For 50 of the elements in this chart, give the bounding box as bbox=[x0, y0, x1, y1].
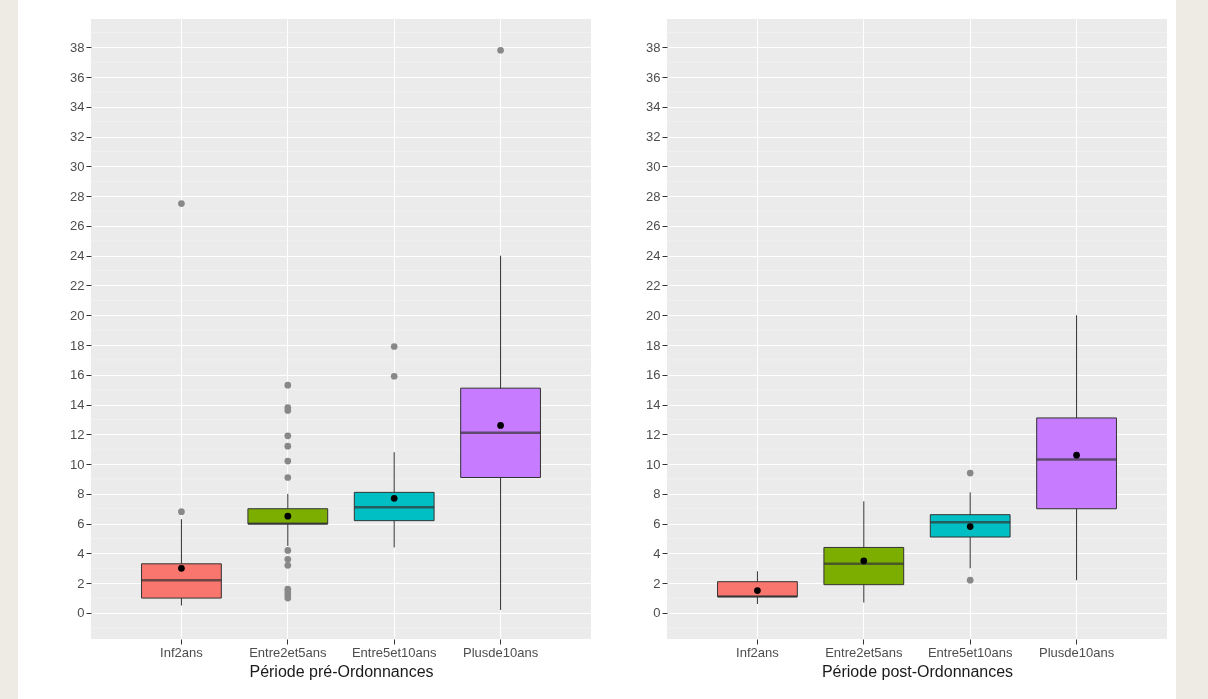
y-tick-label: 8 bbox=[653, 486, 661, 502]
y-tick-label: 22 bbox=[646, 277, 661, 293]
y-tick-label: 28 bbox=[646, 188, 661, 204]
x-tick-label: Inf2ans bbox=[160, 644, 204, 660]
y-tick-label: 16 bbox=[70, 367, 85, 383]
y-tick-label: 18 bbox=[646, 337, 661, 353]
y-tick-label: 20 bbox=[646, 307, 661, 323]
y-tick-label: 38 bbox=[70, 39, 85, 55]
y-tick-label: 32 bbox=[646, 129, 661, 145]
y-tick-label: 0 bbox=[77, 605, 85, 621]
y-tick-label: 10 bbox=[70, 456, 85, 472]
y-tick-label: 30 bbox=[646, 158, 661, 174]
x-tick-label: Entre5et10ans bbox=[351, 644, 437, 660]
y-tick-label: 28 bbox=[70, 188, 85, 204]
y-tick-label: 0 bbox=[653, 605, 661, 621]
y-tick-label: 2 bbox=[77, 575, 85, 591]
y-tick-label: 24 bbox=[70, 248, 85, 264]
y-tick-label: 32 bbox=[70, 129, 85, 145]
y-tick-label: 4 bbox=[77, 545, 85, 561]
y-tick-label: 10 bbox=[646, 456, 661, 472]
y-tick-label: 18 bbox=[70, 337, 85, 353]
y-tick-label: 26 bbox=[70, 218, 85, 234]
x-tick-label: Plusde10ans bbox=[462, 644, 539, 660]
y-tick-label: 12 bbox=[646, 426, 661, 442]
y-tick-label: 34 bbox=[646, 99, 661, 115]
y-tick-label: 2 bbox=[653, 575, 661, 591]
x-tick-label: Entre2et5ans bbox=[825, 644, 903, 660]
y-tick-label: 6 bbox=[77, 516, 85, 532]
y-tick-label: 16 bbox=[646, 367, 661, 383]
y-tick-label: 20 bbox=[70, 307, 85, 323]
y-tick-label: 36 bbox=[70, 69, 85, 85]
y-tick-label: 24 bbox=[646, 248, 661, 264]
y-tick-label: 14 bbox=[646, 397, 661, 413]
y-tick-label: 36 bbox=[646, 69, 661, 85]
y-tick-label: 12 bbox=[70, 426, 85, 442]
y-tick-label: 8 bbox=[77, 486, 85, 502]
y-tick-label: 38 bbox=[646, 39, 661, 55]
x-tick-label: Inf2ans bbox=[736, 644, 780, 660]
y-tick-label: 14 bbox=[70, 397, 85, 413]
x-tick-label: Plusde10ans bbox=[1038, 644, 1115, 660]
y-tick-label: 4 bbox=[653, 545, 661, 561]
x-axis-title: Période post-Ordonnances bbox=[821, 662, 1014, 680]
y-tick-label: 34 bbox=[70, 99, 85, 115]
x-tick-label: Entre5et10ans bbox=[927, 644, 1013, 660]
x-tick-label: Entre2et5ans bbox=[249, 644, 327, 660]
y-tick-label: 26 bbox=[646, 218, 661, 234]
x-axis-title: Période pré-Ordonnances bbox=[249, 662, 434, 680]
y-tick-label: 6 bbox=[653, 516, 661, 532]
y-tick-label: 22 bbox=[70, 277, 85, 293]
y-tick-label: 30 bbox=[70, 158, 85, 174]
